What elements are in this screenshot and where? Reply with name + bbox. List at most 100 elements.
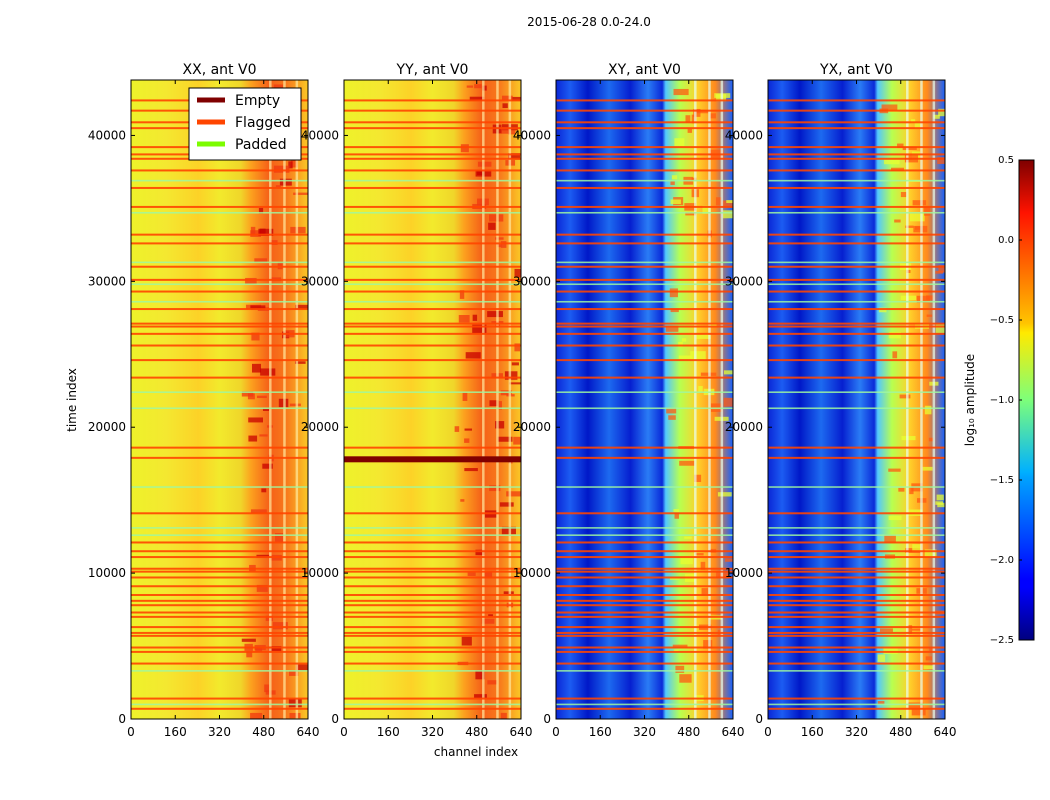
signal-texture [250, 230, 262, 237]
flagged-row [556, 265, 733, 268]
y-tick-label: 20000 [725, 420, 763, 434]
x-tick-label: 640 [722, 725, 745, 739]
channel-stripe [295, 80, 299, 719]
padded-row [131, 527, 308, 529]
padded-row [768, 486, 945, 488]
signal-texture [690, 351, 706, 361]
flagged-row [344, 322, 521, 325]
flagged-row [131, 593, 308, 596]
flagged-row [768, 153, 945, 156]
signal-texture [674, 512, 679, 519]
flagged-row [556, 541, 733, 544]
signal-texture [509, 382, 521, 385]
signal-texture [508, 153, 521, 160]
signal-texture [687, 128, 692, 133]
signal-texture [502, 103, 508, 109]
padded-row [131, 670, 308, 672]
flagged-row [556, 290, 733, 293]
signal-texture [910, 119, 916, 124]
signal-texture [260, 368, 276, 376]
flagged-row [131, 332, 308, 335]
padded-row [556, 486, 733, 488]
colorbar-tick-label: −1.5 [990, 475, 1014, 486]
signal-texture [936, 494, 944, 501]
legend-label: Padded [235, 137, 287, 153]
panel-title: YY, ant V0 [396, 62, 469, 78]
flagged-row [556, 325, 733, 328]
flagged-row [556, 359, 733, 362]
colorbar-tick-label: −2.0 [990, 555, 1014, 566]
signal-texture [272, 622, 288, 630]
flagged-row [344, 325, 521, 328]
colorbar-tick-label: 0.0 [998, 235, 1014, 246]
signal-texture [674, 138, 685, 147]
flagged-row [131, 697, 308, 700]
signal-texture [500, 712, 507, 719]
flagged-row [768, 376, 945, 379]
signal-texture [294, 361, 306, 364]
flagged-row [768, 570, 945, 573]
signal-texture [681, 338, 687, 342]
flagged-row [131, 446, 308, 449]
signal-texture [892, 351, 898, 359]
signal-texture [295, 664, 308, 671]
flagged-row [556, 344, 733, 347]
flagged-row [556, 242, 733, 245]
flagged-row [556, 153, 733, 156]
padded-row [344, 179, 521, 182]
flagged-row [556, 322, 733, 325]
signal-texture [879, 628, 893, 632]
signal-texture [475, 670, 485, 680]
signal-texture [497, 436, 513, 442]
signal-texture [264, 684, 270, 693]
signal-texture [458, 315, 470, 323]
signal-texture [938, 265, 945, 273]
x-tick-label: 480 [889, 725, 912, 739]
flagged-row [344, 127, 521, 130]
padded-row [768, 534, 945, 536]
panel-title: YX, ant V0 [819, 62, 893, 78]
signal-texture [925, 656, 933, 661]
signal-texture [710, 113, 716, 119]
flagged-row [131, 585, 308, 588]
y-tick-label: 40000 [513, 128, 551, 142]
signal-texture [668, 415, 676, 420]
x-tick-label: 160 [377, 725, 400, 739]
padded-row [344, 703, 521, 706]
signal-texture [251, 363, 262, 373]
flagged-row [556, 169, 733, 172]
flagged-row [768, 611, 945, 614]
flagged-row [344, 570, 521, 573]
signal-texture [877, 701, 885, 705]
signal-texture [909, 487, 914, 495]
flagged-row [131, 650, 308, 653]
signal-texture [250, 305, 266, 310]
signal-texture [472, 324, 487, 334]
flagged-row [556, 556, 733, 559]
signal-texture [472, 314, 478, 321]
flagged-row [344, 593, 521, 596]
flagged-row [556, 446, 733, 449]
signal-texture [888, 468, 901, 472]
signal-texture [293, 192, 308, 195]
x-tick-label: 160 [164, 725, 187, 739]
padded-row [344, 486, 521, 488]
signal-texture [726, 200, 733, 204]
signal-texture [928, 437, 934, 442]
signal-texture [487, 311, 503, 318]
flagged-row [556, 593, 733, 596]
flagged-row [344, 186, 521, 189]
signal-texture [461, 636, 472, 646]
flagged-row [556, 626, 733, 629]
signal-texture [695, 553, 704, 556]
flagged-row [768, 278, 945, 281]
flagged-row [344, 604, 521, 607]
signal-texture [258, 207, 264, 214]
x-tick-label: 160 [589, 725, 612, 739]
padded-row [768, 261, 945, 264]
signal-texture [916, 295, 931, 303]
flagged-row [344, 278, 521, 281]
signal-texture [700, 561, 706, 570]
heatmap-image [768, 80, 945, 719]
flagged-row [131, 707, 308, 710]
